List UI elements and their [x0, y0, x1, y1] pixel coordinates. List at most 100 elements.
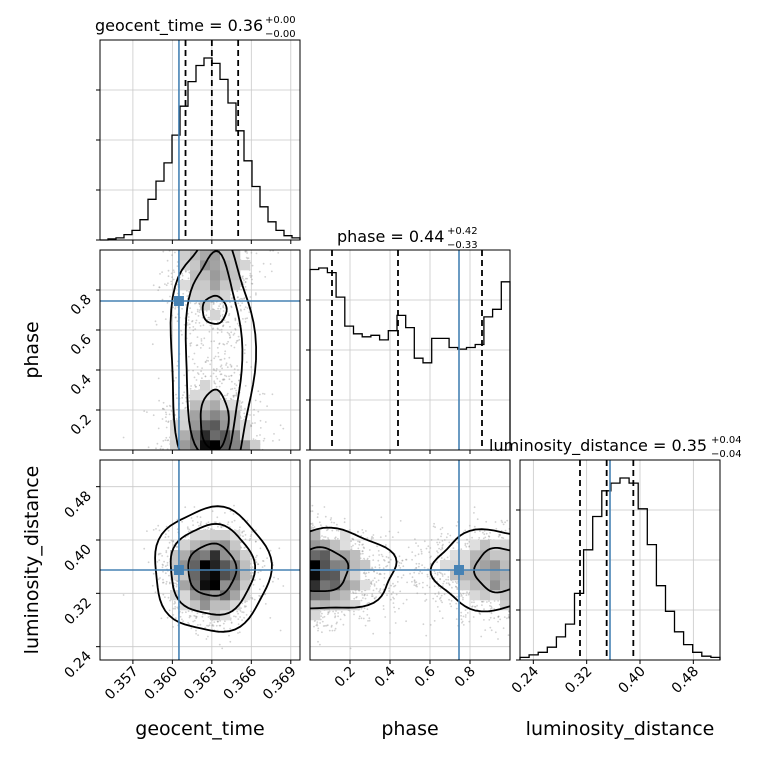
scatter-point: [201, 377, 203, 380]
scatter-point: [229, 337, 231, 339]
scatter-point: [278, 547, 281, 550]
scatter-point: [195, 302, 198, 304]
scatter-point: [176, 408, 179, 411]
scatter-point: [259, 547, 262, 550]
scatter-point: [172, 607, 175, 610]
scatter-point: [209, 324, 212, 327]
scatter-point: [207, 521, 210, 524]
scatter-point: [168, 574, 170, 577]
scatter-point: [176, 397, 178, 399]
scatter-point: [187, 316, 190, 318]
scatter-point: [220, 358, 223, 361]
scatter-point: [196, 612, 199, 615]
scatter-point: [233, 332, 236, 335]
scatter-point: [251, 566, 254, 568]
scatter-point: [191, 520, 194, 522]
scatter-point: [165, 284, 168, 287]
scatter-point: [199, 623, 202, 626]
scatter-point: [184, 536, 187, 539]
scatter-point: [168, 581, 171, 584]
scatter-point: [254, 422, 256, 424]
scatter-point: [184, 270, 187, 273]
scatter-point: [212, 327, 215, 330]
scatter-point: [151, 584, 154, 587]
scatter-point: [257, 410, 260, 413]
scatter-point: [167, 529, 170, 532]
scatter-point: [219, 370, 221, 373]
scatter-point: [195, 319, 198, 322]
scatter-point: [266, 557, 268, 559]
scatter-point: [166, 259, 169, 262]
scatter-point: [215, 368, 218, 370]
scatter-point: [195, 379, 198, 381]
scatter-point: [250, 424, 253, 427]
scatter-point: [158, 552, 161, 555]
scatter-point: [179, 615, 182, 618]
scatter-point: [248, 539, 251, 542]
scatter-point: [221, 382, 223, 385]
scatter-point: [250, 282, 253, 285]
scatter-point: [205, 310, 208, 312]
scatter-point: [158, 286, 161, 289]
scatter-point: [244, 415, 246, 418]
scatter-point: [236, 339, 239, 342]
scatter-point: [202, 373, 205, 375]
scatter-point: [162, 570, 164, 573]
scatter-point: [176, 365, 179, 367]
scatter-point: [167, 275, 170, 278]
scatter-point: [258, 270, 261, 273]
scatter-point: [186, 324, 189, 326]
scatter-point: [210, 340, 213, 343]
scatter-point: [229, 325, 231, 328]
scatter-point: [243, 297, 246, 299]
scatter-point: [223, 627, 225, 630]
scatter-point: [226, 394, 229, 396]
scatter-point: [164, 318, 167, 320]
scatter-point: [152, 529, 155, 531]
scatter-point: [270, 270, 273, 273]
scatter-point: [175, 546, 178, 548]
scatter-point: [185, 396, 187, 399]
scatter-point: [230, 305, 233, 308]
scatter-point: [273, 576, 275, 579]
scatter-point: [251, 575, 253, 578]
scatter-point: [189, 342, 192, 345]
scatter-point: [200, 340, 203, 342]
scatter-point: [194, 615, 197, 618]
scatter-point: [162, 564, 164, 566]
scatter-point: [243, 412, 246, 415]
scatter-point: [230, 306, 233, 309]
scatter-point: [172, 614, 175, 616]
scatter-point: [164, 565, 167, 568]
scatter-point: [230, 622, 233, 624]
scatter-point: [263, 393, 266, 395]
scatter-point: [242, 611, 245, 614]
scatter-point: [221, 647, 224, 650]
scatter-point: [273, 433, 275, 435]
scatter-point: [282, 585, 285, 587]
scatter-point: [235, 394, 238, 397]
scatter-point: [241, 302, 244, 304]
scatter-point: [237, 296, 239, 298]
scatter-point: [219, 365, 222, 368]
scatter-point: [269, 549, 272, 552]
scatter-point: [235, 393, 238, 395]
scatter-point: [238, 338, 241, 341]
scatter-point: [155, 528, 157, 530]
scatter-point: [237, 369, 239, 371]
scatter-point: [162, 578, 164, 581]
scatter-point: [243, 308, 246, 311]
scatter-point: [244, 538, 247, 541]
scatter-point: [147, 446, 150, 449]
scatter-point: [255, 556, 257, 559]
scatter-point: [190, 342, 193, 344]
scatter-point: [209, 375, 212, 377]
scatter-point: [198, 322, 201, 324]
scatter-point: [154, 320, 157, 323]
scatter-point: [233, 346, 236, 349]
scatter-point: [214, 355, 217, 358]
scatter-point: [240, 309, 242, 312]
scatter-point: [206, 318, 209, 321]
scatter-point: [253, 598, 256, 601]
scatter-point: [215, 375, 218, 378]
